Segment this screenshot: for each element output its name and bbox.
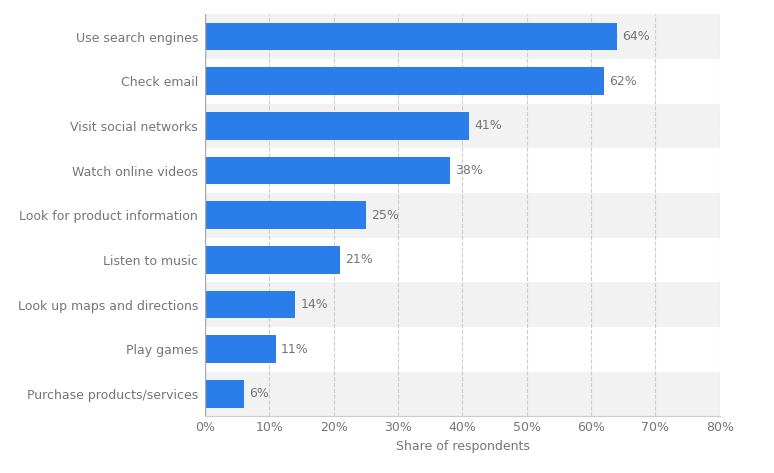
Bar: [205, 201, 366, 229]
Bar: [205, 23, 617, 51]
Text: 64%: 64%: [622, 30, 650, 43]
Bar: [205, 193, 720, 237]
Text: 25%: 25%: [371, 209, 399, 222]
Text: 14%: 14%: [300, 298, 328, 311]
Bar: [205, 372, 720, 416]
Text: 6%: 6%: [249, 387, 269, 401]
Bar: [205, 282, 720, 327]
Bar: [205, 14, 720, 59]
Bar: [205, 335, 276, 363]
Bar: [205, 67, 604, 95]
Text: 38%: 38%: [455, 164, 483, 177]
Bar: [205, 246, 341, 274]
Text: 62%: 62%: [609, 75, 637, 88]
Text: 11%: 11%: [281, 343, 309, 356]
Bar: [205, 157, 450, 184]
Bar: [205, 104, 720, 148]
Bar: [205, 112, 469, 140]
Bar: [205, 291, 295, 318]
Text: 41%: 41%: [474, 119, 502, 132]
X-axis label: Share of respondents: Share of respondents: [396, 440, 529, 453]
Bar: [205, 380, 244, 408]
Text: 21%: 21%: [345, 254, 373, 266]
